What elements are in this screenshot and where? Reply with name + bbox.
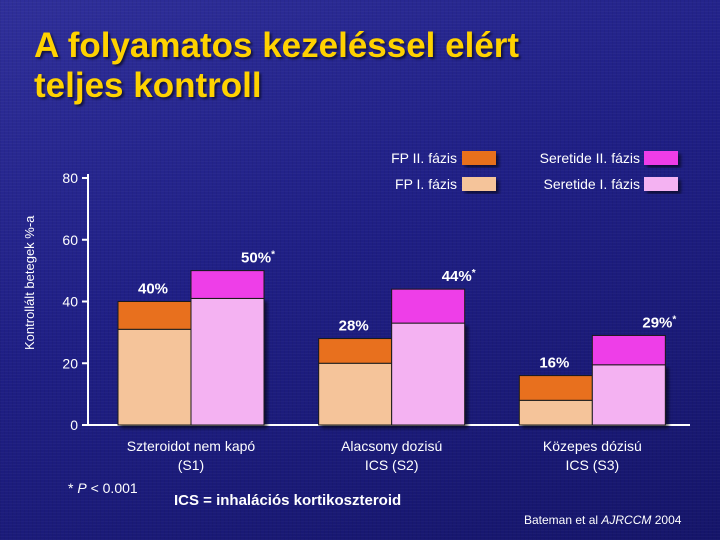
- seretide-phase1-bar: [190, 297, 265, 426]
- legend-label: Seretide I. fázis: [544, 176, 641, 192]
- legend-label: FP II. fázis: [391, 150, 457, 166]
- legend-label: FP I. fázis: [395, 176, 457, 192]
- x-category-label: Közepes dózisú: [543, 438, 642, 454]
- x-category-sublabel: ICS (S3): [565, 457, 619, 473]
- footnote-rest: < 0.001: [86, 480, 138, 496]
- legend-swatch: [462, 177, 496, 191]
- fp-value-label: 16%: [539, 355, 569, 372]
- y-tick-label: 60: [62, 232, 78, 248]
- legend-swatch: [644, 151, 678, 165]
- fp-phase2-bar: [318, 338, 393, 364]
- seretide-phase1-bar: [391, 322, 466, 426]
- seretide-value-label: 50%*: [241, 249, 275, 267]
- fp-phase2-bar: [117, 301, 192, 330]
- y-tick-label: 20: [62, 355, 78, 371]
- x-category-label: Szteroidot nem kapó: [127, 438, 256, 454]
- seretide-value-label: 44%*: [442, 268, 476, 286]
- fp-phase1-bar: [117, 328, 192, 426]
- seretide-phase2-bar: [190, 270, 265, 299]
- legend-label: Seretide II. fázis: [540, 150, 640, 166]
- significance-footnote: * P < 0.001: [68, 480, 138, 496]
- footnote-p: P: [77, 480, 87, 496]
- x-category-sublabel: ICS (S2): [365, 457, 419, 473]
- seretide-phase2-bar: [391, 288, 466, 324]
- title-line-2: teljes kontroll: [34, 66, 262, 105]
- title-line-1: A folyamatos kezeléssel elért: [34, 26, 520, 65]
- slide-title: A folyamatos kezeléssel elért teljes kon…: [34, 26, 634, 106]
- y-tick-label: 0: [70, 417, 78, 433]
- footnote-prefix: *: [68, 480, 78, 496]
- seretide-phase1-bar: [591, 364, 666, 426]
- seretide-phase2-bar: [591, 334, 666, 366]
- y-tick-label: 80: [62, 170, 78, 186]
- citation: Bateman et al AJRCCM 2004: [524, 513, 681, 527]
- ics-definition-note: ICS = inhalációs kortikoszteroid: [174, 492, 402, 509]
- fp-value-label: 40%: [138, 281, 168, 298]
- x-category-label: Alacsony dozisú: [341, 438, 442, 454]
- fp-phase2-bar: [518, 375, 593, 401]
- fp-phase1-bar: [518, 399, 593, 426]
- citation-journal: AJRCCM: [601, 513, 652, 527]
- fp-phase1-bar: [318, 362, 393, 426]
- citation-author: Bateman et al: [524, 513, 602, 527]
- legend-swatch: [644, 177, 678, 191]
- fp-value-label: 28%: [339, 318, 369, 335]
- legend-swatch: [462, 151, 496, 165]
- citation-year: 2004: [651, 513, 682, 527]
- seretide-value-label: 29%*: [642, 314, 676, 332]
- y-tick-label: 40: [62, 294, 78, 310]
- x-category-sublabel: (S1): [178, 457, 204, 473]
